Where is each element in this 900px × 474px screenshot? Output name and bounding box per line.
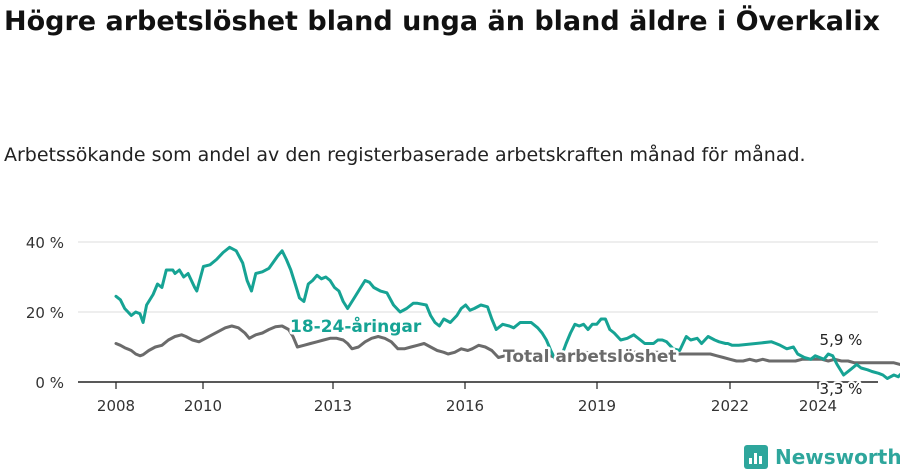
brand-logo[interactable]: Newsworthy	[744, 443, 900, 471]
end-label-total: 5,9 %	[820, 331, 863, 349]
x-tick-label: 2016	[446, 397, 484, 415]
y-tick-label: 20 %	[26, 304, 64, 322]
series-line-18-24[interactable]	[114, 245, 900, 380]
series-label-18-24-halo: 18-24-åringar	[290, 315, 422, 337]
chart-title: Högre arbetslöshet bland unga än bland ä…	[4, 6, 880, 37]
x-axis: 2008 2010 2013 2016 2019 2022 2024	[97, 382, 837, 415]
series-label-total-halo: Total arbetslöshet	[503, 347, 677, 367]
x-tick-label: 2010	[184, 397, 222, 415]
series-label-18-24: 18-24-åringar	[290, 315, 422, 337]
end-label-18-24: 3,3 %	[820, 380, 863, 398]
series-layer	[114, 245, 900, 380]
y-tick-label: 40 %	[26, 234, 64, 252]
grid-lines	[78, 241, 878, 383]
x-tick-label: 2022	[711, 397, 749, 415]
series-label-total: Total arbetslöshet	[503, 347, 677, 367]
x-tick-label: 2008	[97, 397, 135, 415]
y-axis: 0 % 20 % 40 %	[26, 234, 64, 392]
x-tick-label: 2024	[799, 397, 837, 415]
end-label-total-halo: 5,9 %	[820, 331, 863, 349]
brand-name: Newsworthy	[775, 445, 900, 469]
newsworthy-logo-icon	[744, 445, 768, 469]
chart-subtitle: Arbetssökande som andel av den registerb…	[4, 144, 806, 166]
end-label-18-24-halo: 3,3 %	[820, 380, 863, 398]
y-tick-label: 0 %	[35, 374, 64, 392]
x-tick-label: 2013	[314, 397, 352, 415]
x-tick-label: 2019	[578, 397, 616, 415]
